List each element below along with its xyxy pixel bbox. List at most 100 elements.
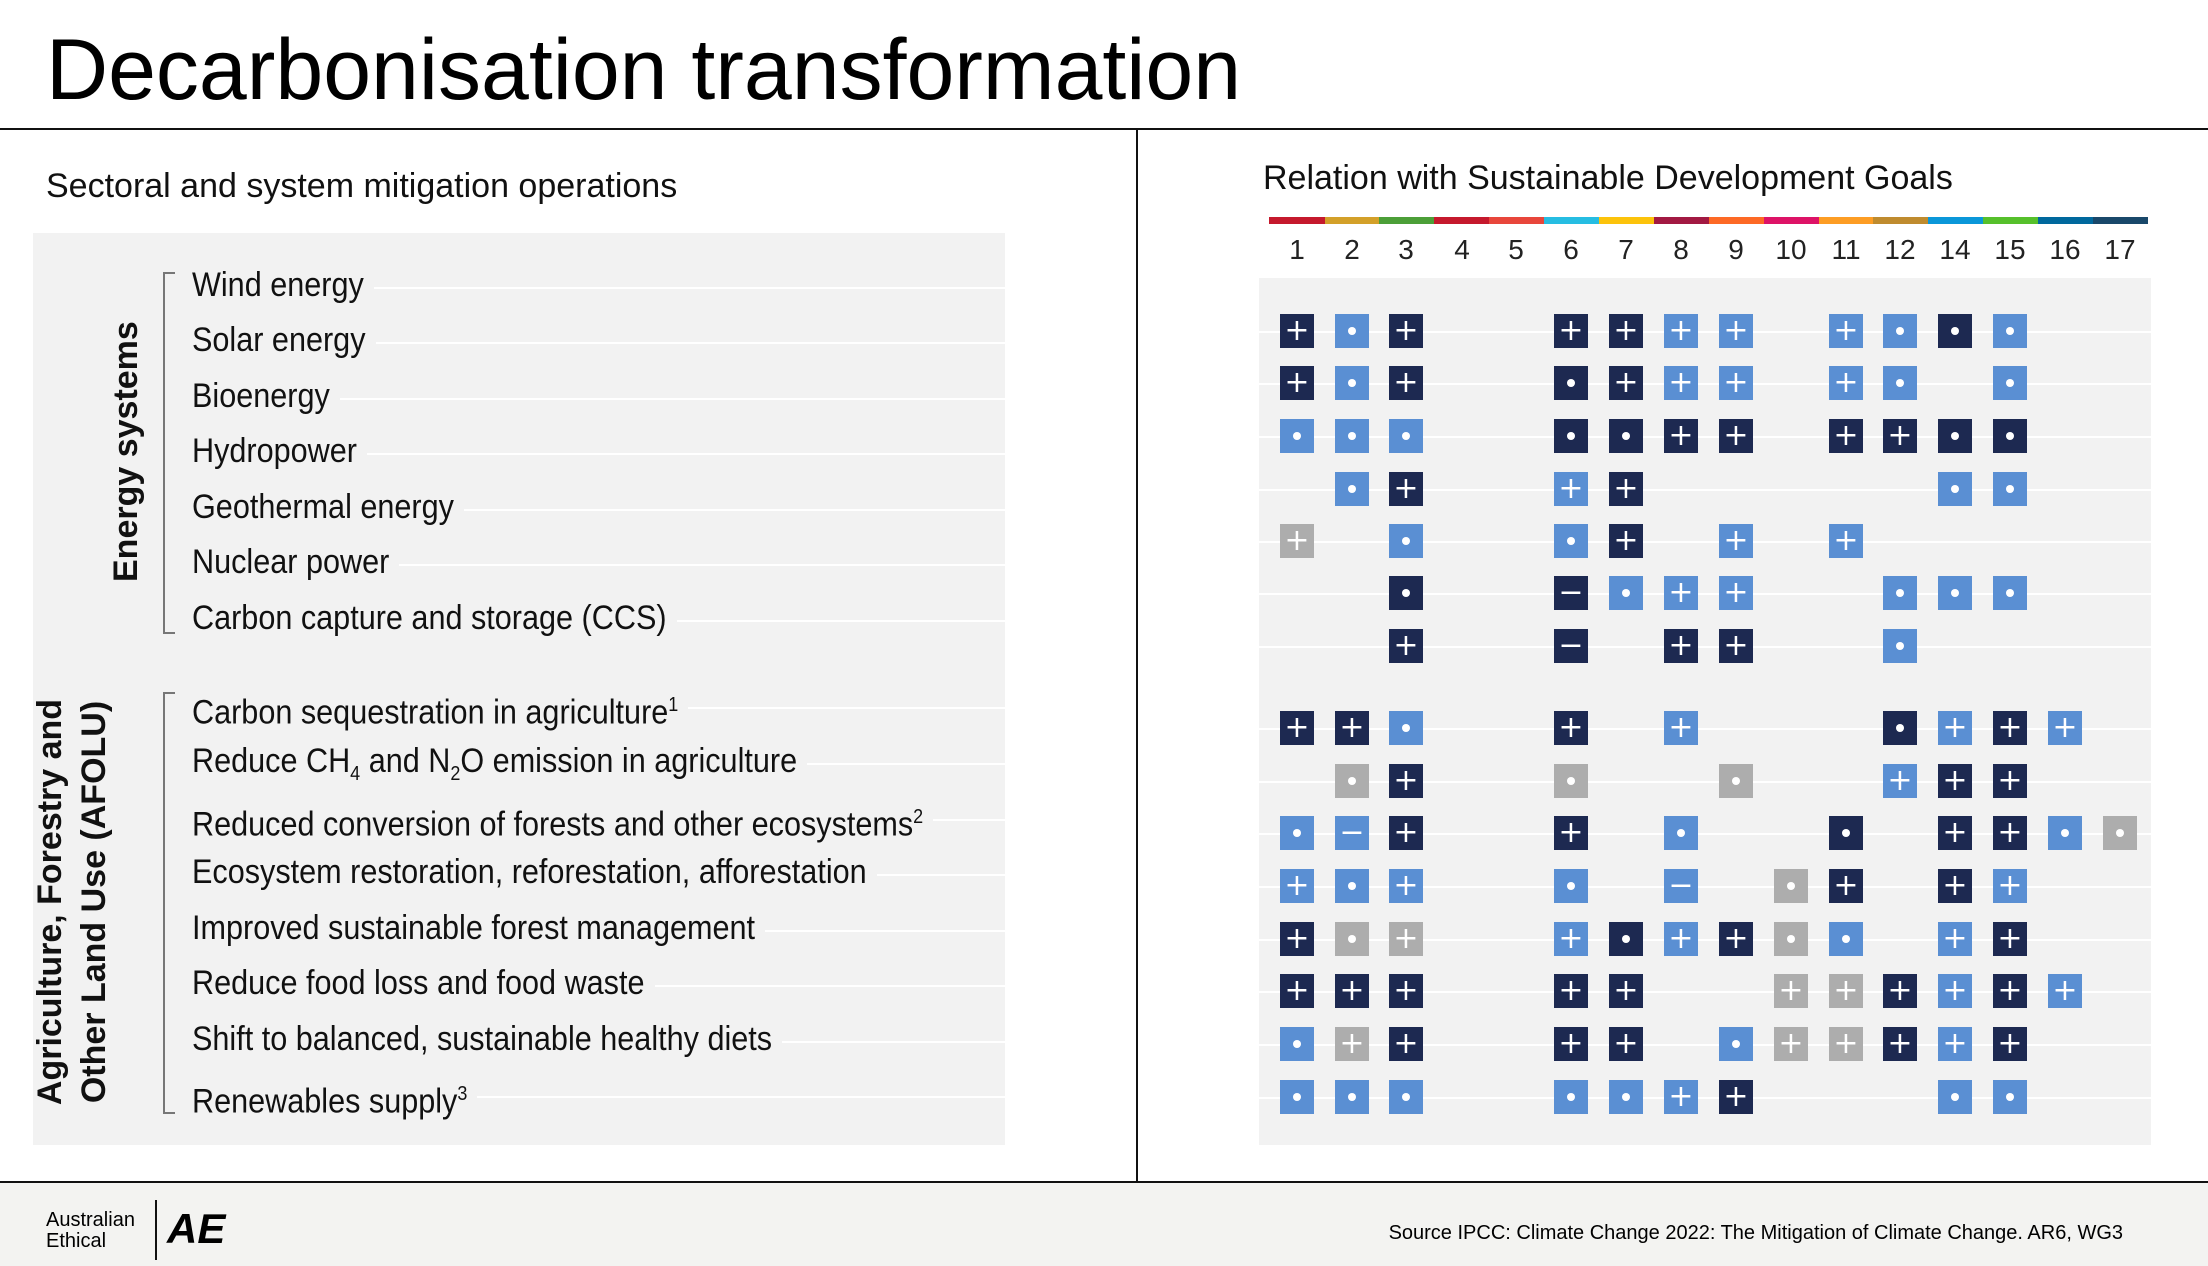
- plus-icon: +: [1887, 763, 1913, 798]
- row-leader-line: [807, 763, 1005, 765]
- sdg-cell-goal-7: +: [1609, 524, 1643, 558]
- plus-icon: +: [1613, 973, 1639, 1008]
- row-leader-line: [765, 930, 1005, 932]
- sdg-cell-goal-8: +: [1664, 419, 1698, 453]
- plus-icon: +: [1613, 365, 1639, 400]
- sdg-goal-number: 10: [1775, 234, 1807, 265]
- dot-icon: [1348, 327, 1356, 335]
- sdg-cell-goal-2: [1335, 314, 1369, 348]
- sdg-cell-goal-15: [1993, 576, 2027, 610]
- sdg-cell-goal-15: +: [1993, 869, 2027, 903]
- plus-icon: +: [1613, 523, 1639, 558]
- mitigation-option-text: Reduce CH: [192, 742, 351, 780]
- plus-icon: +: [1613, 1026, 1639, 1061]
- sdg-cell-goal-7: [1609, 419, 1643, 453]
- sdg-cell-goal-16: +: [2048, 974, 2082, 1008]
- plus-icon: +: [1887, 1026, 1913, 1061]
- sdg-color-bar-12: [1873, 217, 1928, 224]
- row-leader-line: [374, 287, 1005, 289]
- sdg-cell-goal-3: [1389, 711, 1423, 745]
- plus-icon: +: [2052, 710, 2078, 745]
- sdg-cell-goal-1: +: [1280, 922, 1314, 956]
- dot-icon: [1348, 379, 1356, 387]
- dot-icon: [1402, 537, 1410, 545]
- mitigation-option-text: and N: [360, 742, 451, 780]
- sdg-cell-goal-14: [1938, 419, 1972, 453]
- mitigation-option-text: Bioenergy: [192, 377, 330, 415]
- sdg-color-bar-15: [1983, 217, 2038, 224]
- sdg-cell-goal-2: +: [1335, 974, 1369, 1008]
- dot-icon: [1293, 432, 1301, 440]
- plus-icon: +: [1942, 868, 1968, 903]
- sdg-cell-goal-3: +: [1389, 629, 1423, 663]
- sdg-cell-goal-14: +: [1938, 764, 1972, 798]
- sdg-cell-goal-3: +: [1389, 366, 1423, 400]
- dot-icon: [1567, 1093, 1575, 1101]
- footnote-marker: 3: [457, 1083, 468, 1105]
- sdg-cell-goal-11: [1829, 816, 1863, 850]
- sdg-cell-goal-11: +: [1829, 974, 1863, 1008]
- plus-icon: +: [1723, 523, 1749, 558]
- plus-icon: +: [1339, 973, 1365, 1008]
- minus-icon: −: [1339, 815, 1365, 850]
- matrix-row-line: [1259, 541, 2151, 543]
- sdg-cell-goal-10: [1774, 869, 1808, 903]
- mitigation-option-label: Reduced conversion of forests and other …: [192, 797, 923, 843]
- dot-icon: [1622, 589, 1630, 597]
- sdg-cell-goal-9: +: [1719, 419, 1753, 453]
- sdg-goal-number: 5: [1508, 234, 1524, 265]
- afolu-bracket: [163, 692, 175, 1114]
- matrix-row-line: [1259, 728, 2151, 730]
- plus-icon: +: [1942, 763, 1968, 798]
- mitigation-option-text: Solar energy: [192, 321, 366, 359]
- plus-icon: +: [1887, 973, 1913, 1008]
- plus-icon: +: [1339, 1026, 1365, 1061]
- sdg-goal-number: 12: [1884, 234, 1916, 265]
- sdg-cell-goal-3: [1389, 576, 1423, 610]
- sdg-cell-goal-12: +: [1883, 974, 1917, 1008]
- sdg-cell-goal-15: [1993, 472, 2027, 506]
- dot-icon: [1293, 1093, 1301, 1101]
- sdg-goal-number: 8: [1673, 234, 1689, 265]
- sdg-cell-goal-15: [1993, 1080, 2027, 1114]
- dot-icon: [1732, 777, 1740, 785]
- plus-icon: +: [1723, 418, 1749, 453]
- sdg-cell-goal-9: +: [1719, 314, 1753, 348]
- sdg-cell-goal-8: +: [1664, 576, 1698, 610]
- sdg-cell-goal-9: +: [1719, 576, 1753, 610]
- mitigation-option-label: Shift to balanced, sustainable healthy d…: [192, 1019, 772, 1059]
- dot-icon: [1348, 1093, 1356, 1101]
- sdg-cell-goal-1: [1280, 816, 1314, 850]
- sdg-cell-goal-7: +: [1609, 366, 1643, 400]
- plus-icon: +: [1284, 710, 1310, 745]
- plus-icon: +: [1393, 921, 1419, 956]
- plus-icon: +: [1668, 575, 1694, 610]
- plus-icon: +: [1833, 868, 1859, 903]
- dot-icon: [1622, 1093, 1630, 1101]
- sdg-cell-goal-7: +: [1609, 1027, 1643, 1061]
- plus-icon: +: [1393, 1026, 1419, 1061]
- column-divider: [1136, 128, 1138, 1182]
- matrix-row-line: [1259, 1097, 2151, 1099]
- sdg-cell-goal-1: +: [1280, 869, 1314, 903]
- plus-icon: +: [1558, 921, 1584, 956]
- row-leader-line: [677, 620, 1005, 622]
- sdg-cell-goal-11: +: [1829, 314, 1863, 348]
- sdg-cell-goal-9: [1719, 1027, 1753, 1061]
- dot-icon: [2116, 829, 2124, 837]
- brand-logo-mark: AE: [167, 1205, 226, 1252]
- row-leader-line: [655, 985, 1005, 987]
- plus-icon: +: [1393, 973, 1419, 1008]
- sdg-cell-goal-15: +: [1993, 816, 2027, 850]
- dot-icon: [1951, 485, 1959, 493]
- sdg-cell-goal-1: +: [1280, 524, 1314, 558]
- sdg-cell-goal-8: +: [1664, 1080, 1698, 1114]
- sdg-cell-goal-2: [1335, 1080, 1369, 1114]
- sdg-goal-number: 9: [1728, 234, 1744, 265]
- sdg-color-bar-1: [1269, 217, 1325, 224]
- sdg-cell-goal-6: −: [1554, 629, 1588, 663]
- sdg-cell-goal-14: +: [1938, 922, 1972, 956]
- plus-icon: +: [1284, 313, 1310, 348]
- plus-icon: +: [1393, 365, 1419, 400]
- plus-icon: +: [1284, 973, 1310, 1008]
